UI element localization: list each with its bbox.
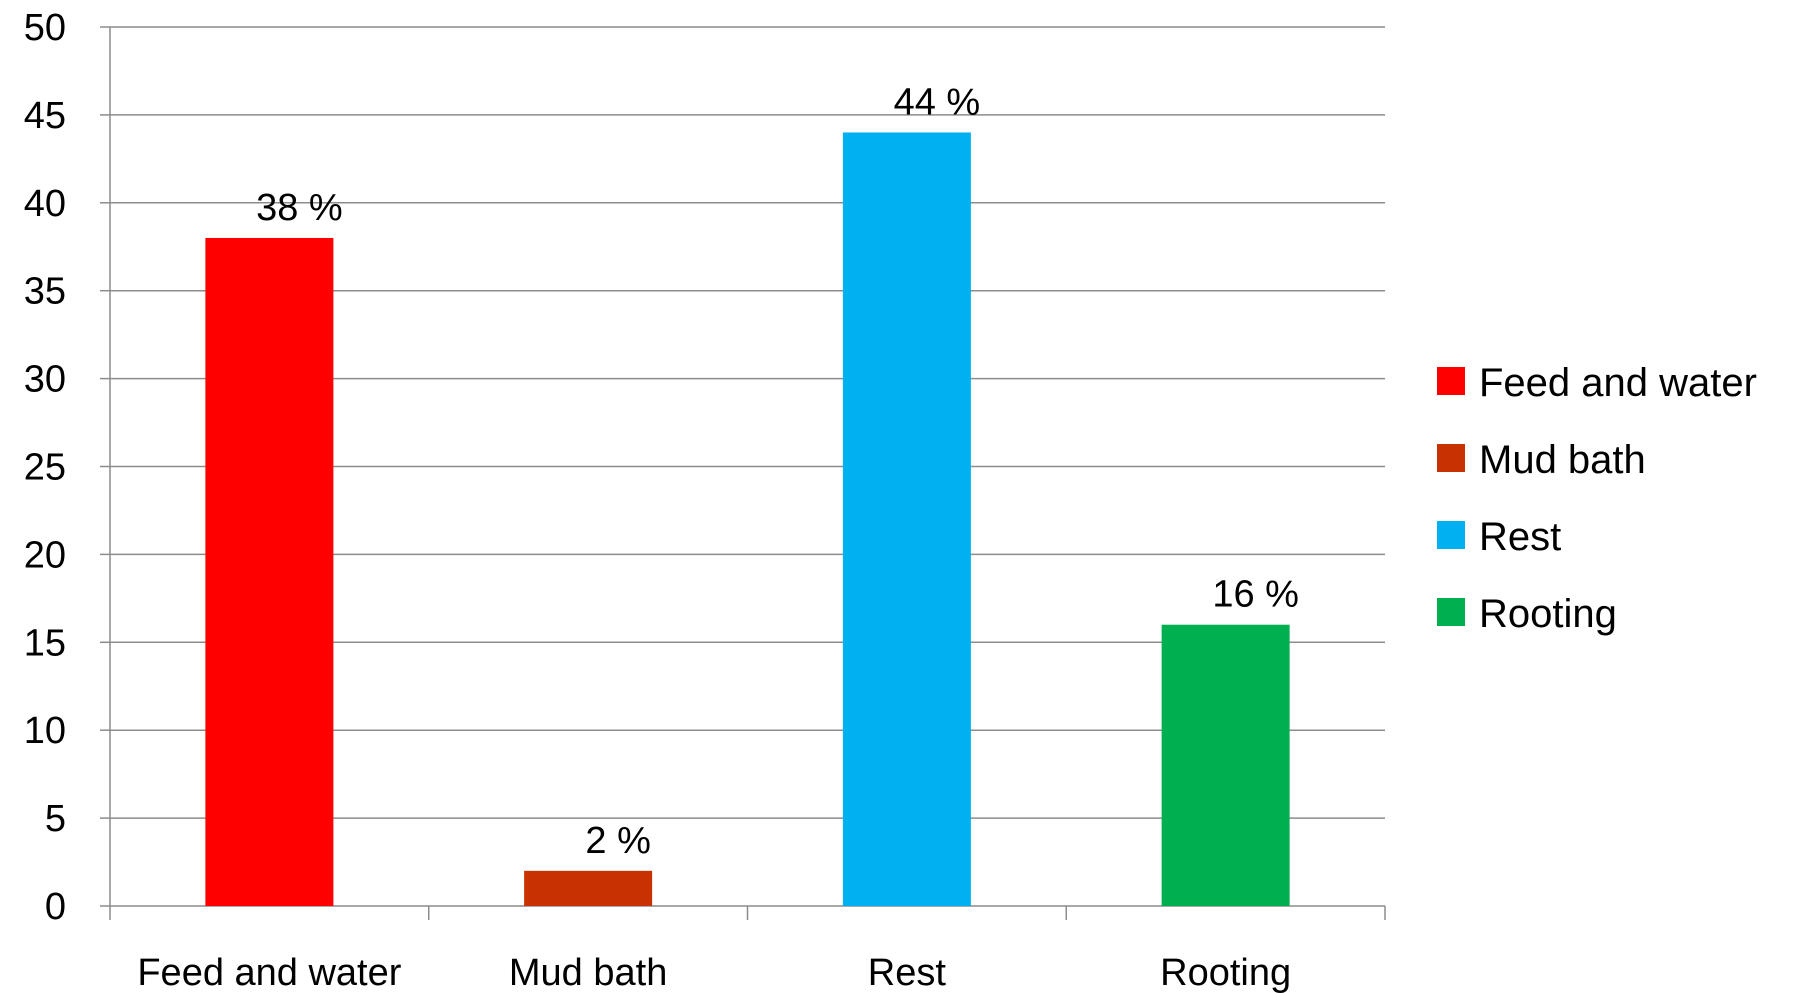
x-tick-label: Rooting: [1160, 952, 1291, 993]
legend-entry: Mud bath: [1479, 438, 1646, 482]
data-label: 38 %: [256, 187, 343, 229]
legend-swatch: [1437, 521, 1465, 549]
legend: Feed and water Mud bath Rest Rooting: [1437, 361, 1757, 636]
x-tick-label: Feed and water: [137, 952, 401, 993]
bar-rooting: [1161, 624, 1290, 906]
y-tick-label: 40: [24, 183, 66, 225]
y-tick-label: 0: [45, 886, 66, 928]
y-tick-label: 20: [24, 534, 66, 576]
legend-swatch: [1437, 367, 1465, 395]
y-tick-label: 10: [24, 710, 66, 752]
y-tick-label: 5: [45, 798, 66, 840]
legend-entry: Feed and water: [1479, 361, 1757, 405]
data-label: 16 %: [1212, 574, 1299, 616]
y-tick-label: 45: [24, 95, 66, 137]
legend-swatch: [1437, 444, 1465, 472]
y-tick-label: 35: [24, 271, 66, 313]
y-axis: 0 5 10 15 20 25 30 35 40 45 50: [24, 7, 111, 928]
legend-entry: Rooting: [1479, 592, 1617, 636]
bars: [205, 132, 1290, 907]
legend-entry: Rest: [1479, 515, 1561, 559]
y-tick-label: 25: [24, 447, 66, 489]
y-tick-label: 50: [24, 7, 66, 49]
x-tick-label: Mud bath: [509, 952, 667, 993]
y-tick-label: 15: [24, 622, 66, 664]
bar-rest: [842, 132, 971, 907]
data-label: 2 %: [585, 820, 650, 862]
x-tick-label: Rest: [868, 952, 947, 993]
data-labels: 38 % 2 % 44 % 16 %: [256, 81, 1299, 861]
x-axis: Feed and water Mud bath Rest Rooting: [109, 905, 1386, 993]
y-tick-label: 30: [24, 359, 66, 401]
bar-mud-bath: [524, 870, 653, 906]
data-label: 44 %: [894, 81, 981, 123]
bar-feed-and-water: [205, 237, 334, 906]
legend-swatch: [1437, 598, 1465, 626]
